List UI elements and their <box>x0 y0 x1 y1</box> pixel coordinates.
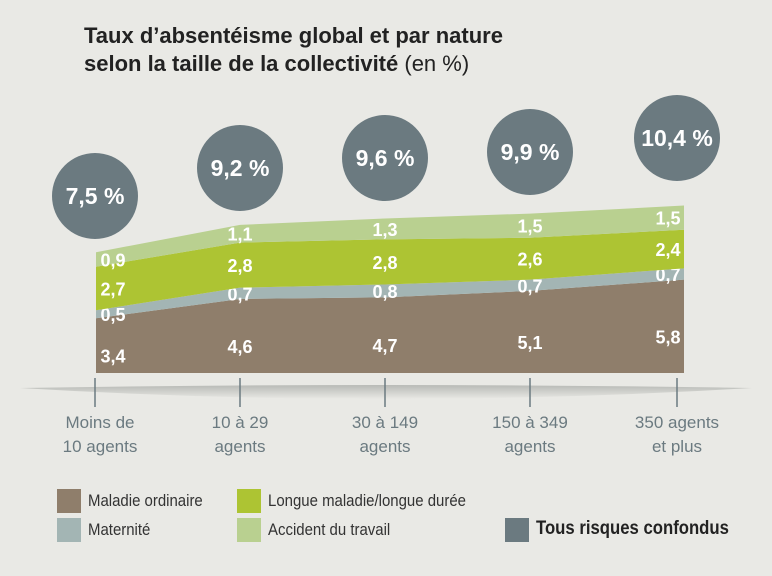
legend-label: Tous risques confondus <box>536 518 729 539</box>
x-tick-label: 350 agents <box>635 413 719 432</box>
title-line-2: selon la taille de la collectivité <box>84 51 399 76</box>
data-label: 0,7 <box>227 284 252 304</box>
x-tick-label: 150 à 349 <box>492 413 568 432</box>
area-maladie-ordinaire <box>96 279 684 373</box>
title-unit: (en %) <box>404 51 470 76</box>
data-label: 5,8 <box>655 327 680 347</box>
title-line-1: Taux d’absentéisme global et par nature <box>84 23 503 48</box>
x-tick-label: 30 à 149 <box>352 413 418 432</box>
data-label: 1,1 <box>227 225 252 245</box>
data-label: 2,6 <box>517 250 542 270</box>
legend-swatch <box>505 518 529 542</box>
total-bubble <box>52 153 138 239</box>
x-tick-label: agents <box>359 437 410 456</box>
data-label: 1,3 <box>372 220 397 240</box>
legend-label: Maladie ordinaire <box>88 491 203 510</box>
x-tick-label: 10 à 29 <box>212 413 269 432</box>
total-bubble <box>197 125 283 211</box>
total-label: 9,9 % <box>501 139 560 165</box>
legend-label: Accident du travail <box>268 520 391 539</box>
data-label: 3,4 <box>100 347 125 367</box>
data-label: 0,9 <box>100 250 125 270</box>
axis-ribbon <box>20 385 752 399</box>
legend-label: Longue maladie/longue durée <box>268 491 466 510</box>
data-label: 0,8 <box>372 282 397 302</box>
area-maternit- <box>96 268 684 319</box>
data-label: 2,4 <box>655 240 680 260</box>
data-label: 2,8 <box>227 256 252 276</box>
data-label: 4,7 <box>372 336 397 356</box>
x-tick-label: et plus <box>652 437 702 456</box>
data-label: 0,7 <box>517 276 542 296</box>
data-label: 5,1 <box>517 333 542 353</box>
x-tick-label: agents <box>214 437 265 456</box>
data-label: 0,5 <box>100 305 125 325</box>
area-longue-maladie-longue-dur-e <box>96 229 684 311</box>
legend-swatch <box>57 489 81 513</box>
data-label: 0,7 <box>655 265 680 285</box>
data-label: 2,8 <box>372 253 397 273</box>
x-tick-label: Moins de <box>66 413 135 432</box>
legend-swatch <box>237 489 261 513</box>
total-label: 9,2 % <box>211 155 270 181</box>
total-bubble <box>634 95 720 181</box>
chart-title: Taux d’absentéisme global et par nature … <box>84 22 503 78</box>
data-label: 1,5 <box>655 209 680 229</box>
data-label: 2,7 <box>100 279 125 299</box>
total-label: 9,6 % <box>356 145 415 171</box>
area-accident-du-travail <box>96 205 684 267</box>
total-label: 10,4 % <box>641 125 713 151</box>
x-tick-label: 10 agents <box>63 437 138 456</box>
x-tick-label: agents <box>504 437 555 456</box>
data-label: 4,6 <box>227 337 252 357</box>
total-bubble <box>342 115 428 201</box>
total-bubble <box>487 109 573 195</box>
data-label: 1,5 <box>517 217 542 237</box>
total-label: 7,5 % <box>66 183 125 209</box>
legend-label: Maternité <box>88 520 151 539</box>
legend-swatch <box>57 518 81 542</box>
legend-swatch <box>237 518 261 542</box>
